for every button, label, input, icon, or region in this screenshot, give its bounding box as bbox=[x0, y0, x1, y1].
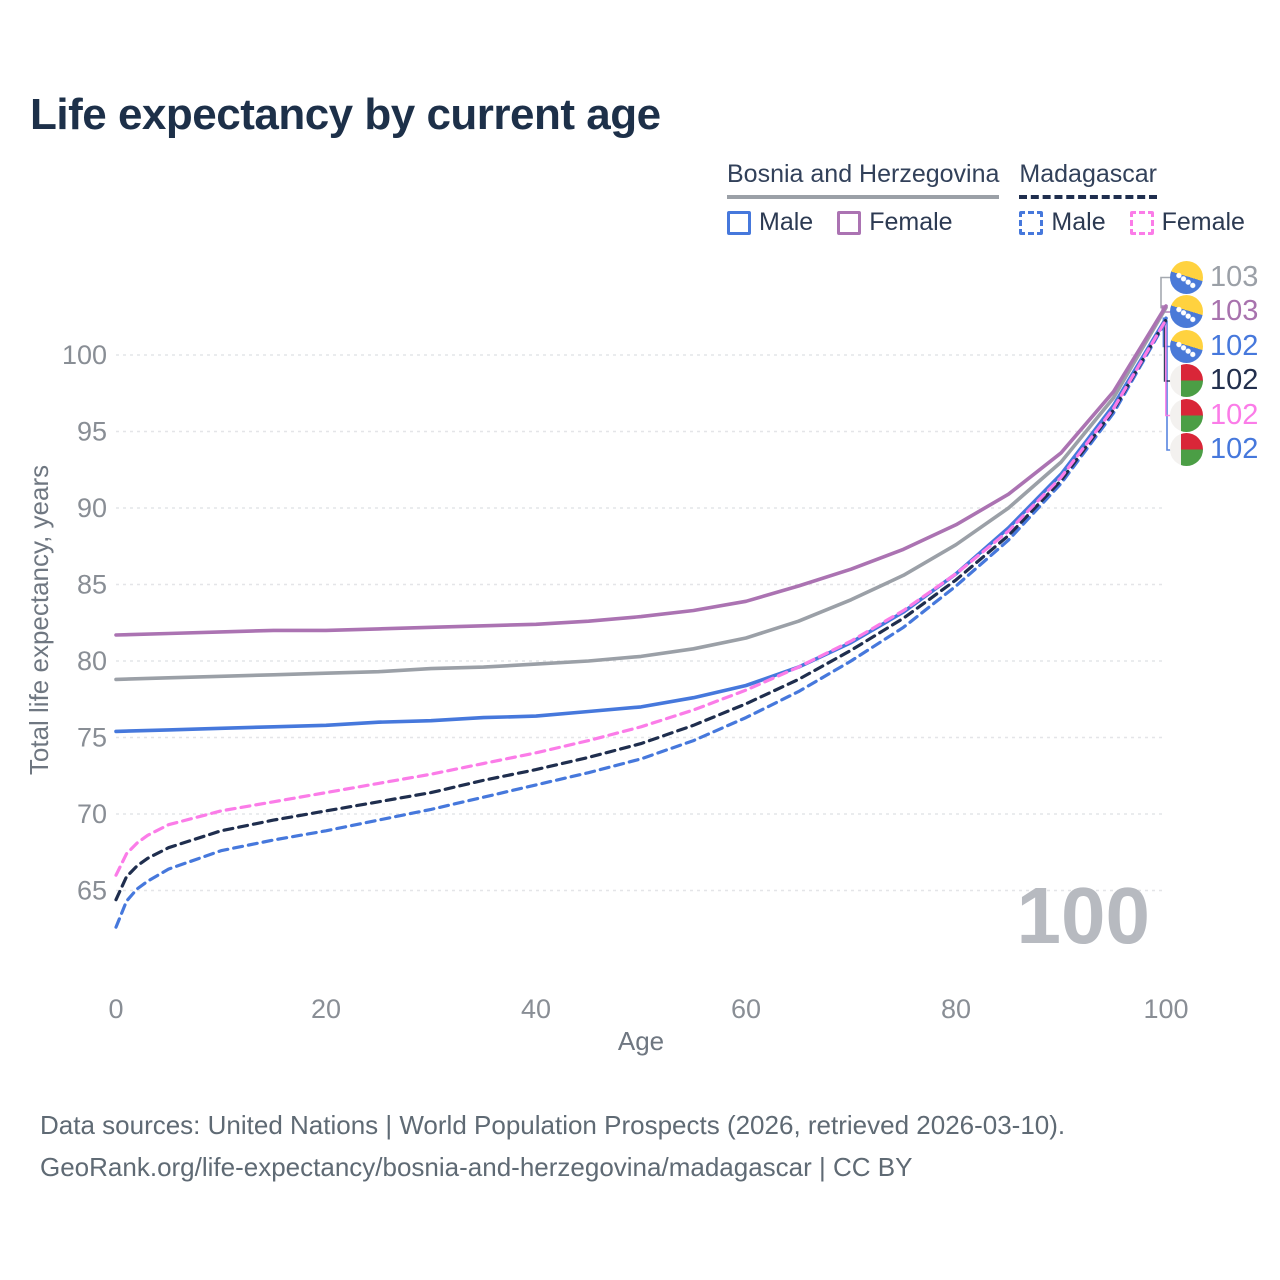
x-tick-label: 40 bbox=[521, 994, 551, 1024]
line-madagascar-both bbox=[114, 318, 1168, 902]
endpoint-labels: 103 103 102 102 102 102 bbox=[1170, 260, 1258, 467]
endpoint-value: 102 bbox=[1210, 398, 1259, 431]
y-tick-label: 70 bbox=[77, 799, 107, 829]
male-dashed-swatch-icon bbox=[1019, 210, 1044, 235]
legend-item-bosnia-female[interactable]: Female bbox=[837, 208, 953, 237]
male-solid-swatch-icon bbox=[727, 210, 751, 235]
bosnia-flag-icon bbox=[1170, 295, 1203, 329]
x-tick-label: 80 bbox=[941, 994, 971, 1024]
x-tick-label: 20 bbox=[311, 994, 341, 1024]
endpoint-value: 102 bbox=[1210, 329, 1259, 362]
endpoint-row: 103 bbox=[1170, 295, 1258, 330]
age-watermark: 100 bbox=[1016, 871, 1150, 960]
legend-items-bosnia: Male Female bbox=[727, 208, 999, 237]
madagascar-flag-icon bbox=[1170, 433, 1203, 467]
y-tick-label: 65 bbox=[77, 876, 107, 906]
legend-country-madagascar[interactable]: Madagascar bbox=[1019, 160, 1157, 199]
legend-country-bosnia[interactable]: Bosnia and Herzegovina bbox=[727, 160, 1000, 199]
endpoint-value: 103 bbox=[1210, 295, 1259, 328]
y-tick-label: 75 bbox=[77, 723, 107, 753]
legend: Bosnia and Herzegovina Male Female Madag… bbox=[727, 160, 1245, 237]
y-tick-label: 85 bbox=[77, 570, 107, 600]
y-tick-label: 95 bbox=[77, 417, 107, 447]
endpoint-value: 103 bbox=[1210, 260, 1259, 293]
legend-item-bosnia-male[interactable]: Male bbox=[727, 208, 813, 237]
endpoint-row: 102 bbox=[1170, 329, 1258, 364]
endpoint-row: 102 bbox=[1170, 364, 1258, 399]
line-madagascar-female bbox=[114, 318, 1168, 877]
x-tick-label: 0 bbox=[108, 994, 123, 1024]
y-tick-label: 100 bbox=[62, 340, 107, 370]
footer-datasource: Data sources: United Nations | World Pop… bbox=[40, 1110, 1066, 1140]
footer-attribution: GeoRank.org/life-expectancy/bosnia-and-h… bbox=[40, 1152, 913, 1183]
endpoint-value: 102 bbox=[1210, 364, 1259, 397]
x-tick-label: 100 bbox=[1143, 994, 1188, 1024]
bosnia-flag-icon bbox=[1170, 329, 1203, 363]
line-bosnia-female bbox=[114, 304, 1168, 637]
endpoint-row: 102 bbox=[1170, 433, 1258, 468]
bosnia-flag-icon bbox=[1170, 260, 1203, 294]
legend-items-madagascar: Male Female bbox=[1019, 208, 1245, 237]
x-axis-title: Age bbox=[618, 1026, 664, 1056]
y-tick-label: 90 bbox=[77, 493, 107, 523]
madagascar-flag-icon bbox=[1170, 398, 1203, 432]
y-axis-title: Total life expectancy, years bbox=[24, 465, 54, 775]
legend-group-madagascar: Madagascar Male Female bbox=[1019, 160, 1245, 237]
legend-group-bosnia: Bosnia and Herzegovina Male Female bbox=[727, 160, 1000, 237]
x-tick-label: 60 bbox=[731, 994, 761, 1024]
legend-item-madagascar-female[interactable]: Female bbox=[1129, 208, 1245, 237]
line-bosnia-male bbox=[114, 316, 1168, 734]
endpoint-value: 102 bbox=[1210, 433, 1259, 466]
madagascar-flag-icon bbox=[1170, 364, 1203, 398]
endpoint-row: 102 bbox=[1170, 398, 1258, 433]
endpoint-row: 103 bbox=[1170, 260, 1258, 295]
line-madagascar-male bbox=[114, 319, 1168, 929]
legend-item-madagascar-male[interactable]: Male bbox=[1019, 208, 1106, 237]
female-solid-swatch-icon bbox=[837, 210, 862, 235]
page-title: Life expectancy by current age bbox=[30, 90, 661, 139]
female-dashed-swatch-icon bbox=[1129, 210, 1154, 235]
y-tick-label: 80 bbox=[77, 646, 107, 676]
footer: Data sources: United Nations | World Pop… bbox=[40, 1104, 1065, 1188]
line-bosnia-both bbox=[114, 305, 1168, 682]
